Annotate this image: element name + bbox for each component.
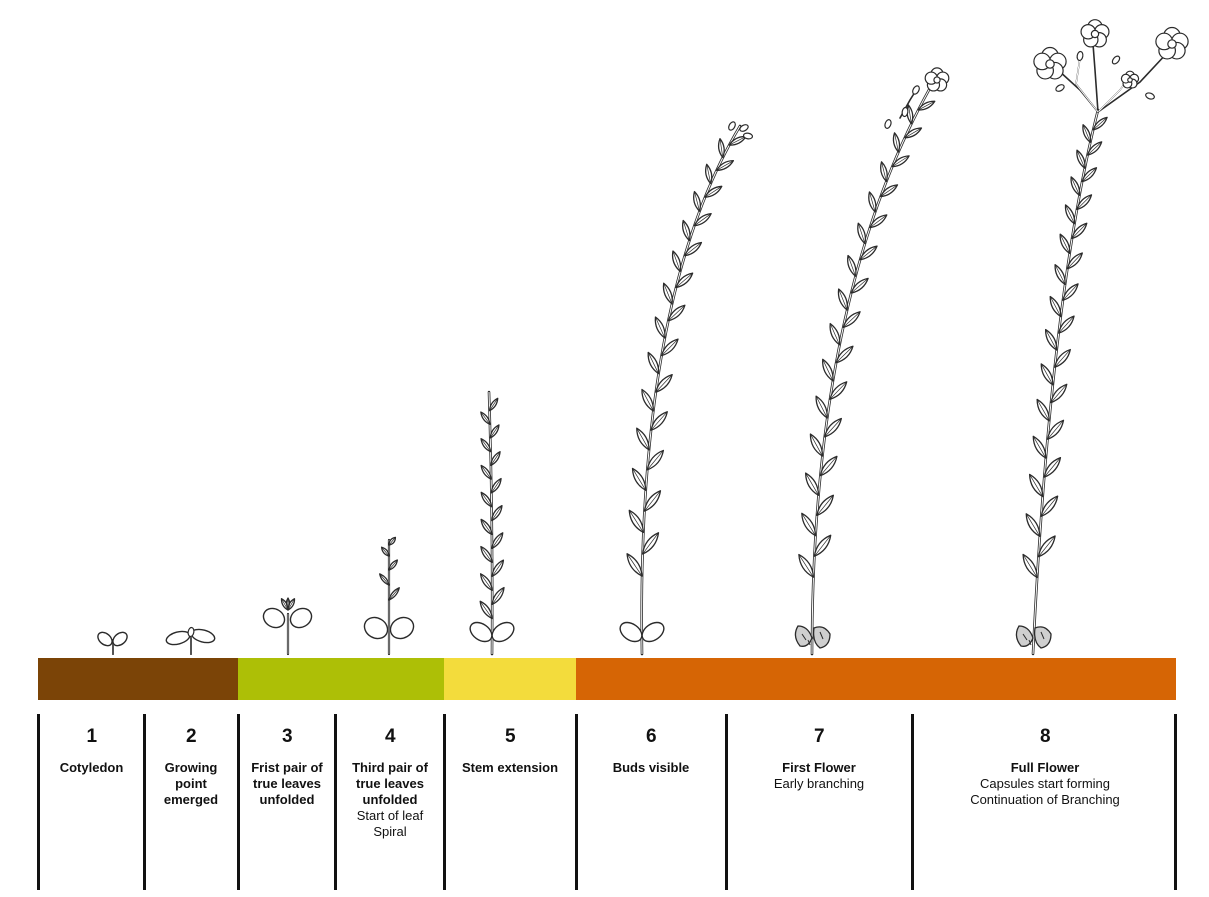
stage-number: 7 <box>813 726 825 747</box>
stage-divider <box>911 714 914 890</box>
stage-number: 1 <box>86 726 97 747</box>
stage-number: 6 <box>645 726 657 747</box>
plant-stage-3-illustration <box>262 597 313 656</box>
plant-stage-1-illustration <box>97 631 128 655</box>
stage-8-label: 8 Full Flower Capsules start forming Con… <box>955 724 1135 808</box>
stage-divider <box>575 714 578 890</box>
stage-divider <box>334 714 337 890</box>
color-band-orange <box>576 658 1176 700</box>
stage-title: Stem extension <box>461 760 559 775</box>
stage-7-label: 7 First Flower Early branching <box>728 724 910 792</box>
stage-divider <box>143 714 146 890</box>
stage-3-label: 3 Frist pair of true leaves unfolded <box>244 724 330 808</box>
stage-4-label: 4 Third pair of true leaves unfolded Sta… <box>342 724 438 840</box>
stage-note: Early branching <box>773 776 865 791</box>
stage-6-label: 6 Buds visible <box>578 724 724 776</box>
stage-2-label: 2 Growing point emerged <box>158 724 224 808</box>
plant-growth-illustration <box>97 19 1189 656</box>
stage-divider <box>725 714 728 890</box>
color-band-green <box>238 658 444 700</box>
stage-number: 2 <box>185 726 197 747</box>
stage-title: Cotyledon <box>59 760 124 775</box>
plant-stage-5-illustration <box>469 390 515 656</box>
plant-stage-6-illustration <box>619 121 754 656</box>
plant-stage-8-illustration <box>1015 19 1189 656</box>
stage-number: 4 <box>384 726 396 747</box>
plant-stage-7-illustration <box>794 67 950 656</box>
stage-title: First Flower <box>782 760 856 775</box>
stage-title: Full Flower <box>1010 760 1080 775</box>
stage-title: Frist pair of true leaves unfolded <box>251 760 323 807</box>
stage-note: Capsules start forming Continuation of B… <box>970 776 1120 807</box>
stage-number: 8 <box>1039 726 1051 747</box>
stage-divider <box>37 714 40 890</box>
stage-title: Third pair of true leaves unfolded <box>352 760 428 807</box>
stage-title: Buds visible <box>612 760 690 775</box>
stage-divider <box>443 714 446 890</box>
plant-stage-4-illustration <box>363 536 415 656</box>
color-band-yellow <box>444 658 576 700</box>
stage-number: 5 <box>504 726 516 747</box>
color-band-brown <box>38 658 238 700</box>
stage-number: 3 <box>281 726 293 747</box>
stage-1-label: 1 Cotyledon <box>40 724 143 776</box>
stage-note: Start of leaf Spiral <box>356 808 424 839</box>
stage-title: Growing point emerged <box>163 760 219 807</box>
plant-stage-2-illustration <box>165 626 216 655</box>
stage-divider <box>237 714 240 890</box>
stage-5-label: 5 Stem extension <box>446 724 574 776</box>
stage-divider <box>1174 714 1177 890</box>
